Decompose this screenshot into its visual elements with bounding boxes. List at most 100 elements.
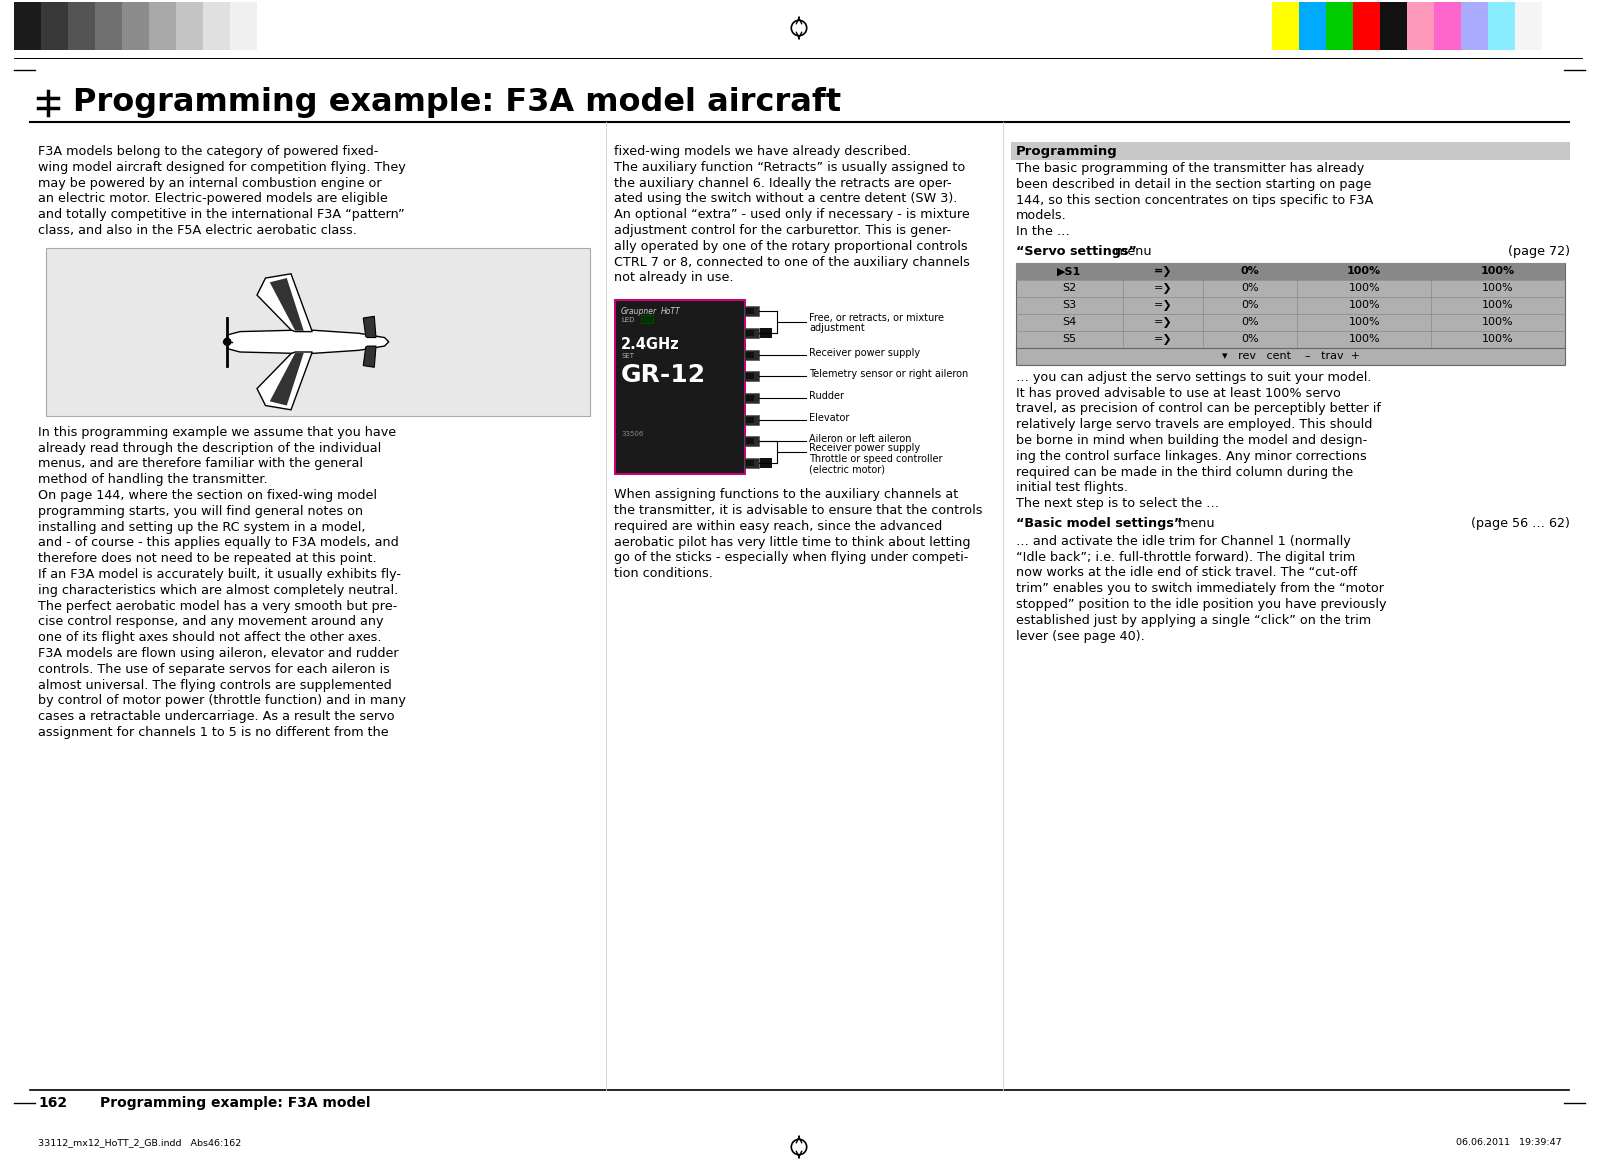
Text: menu: menu [1111,245,1151,258]
Text: “Servo settings”: “Servo settings” [1015,245,1137,258]
Polygon shape [227,329,389,354]
Text: fixed-wing models we have already described.: fixed-wing models we have already descri… [614,145,911,158]
Text: 100%: 100% [1348,284,1380,293]
Text: Receiver power supply: Receiver power supply [809,348,919,357]
Text: F3A models belong to the category of powered fixed-: F3A models belong to the category of pow… [38,145,379,158]
Bar [744,415,760,425]
Text: menu: menu [1174,517,1215,530]
Bar [614,299,747,475]
Text: 0%: 0% [1241,284,1258,293]
Text: been described in detail in the section starting on page: been described in detail in the section … [1015,178,1372,190]
Text: S4: S4 [1062,318,1076,327]
Text: relatively large servo travels are employed. This should: relatively large servo travels are emplo… [1015,418,1372,431]
Polygon shape [363,346,376,367]
Text: 100%: 100% [1482,334,1514,345]
Bar [42,2,69,50]
Text: programming starts, you will find general notes on: programming starts, you will find genera… [38,505,363,517]
Text: CTRL 7 or 8, connected to one of the auxiliary channels: CTRL 7 or 8, connected to one of the aux… [614,256,971,269]
Text: established just by applying a single “click” on the trim: established just by applying a single “c… [1015,614,1370,627]
Text: An optional “extra” - used only if necessary - is mixture: An optional “extra” - used only if neces… [614,208,969,221]
Text: In the …: In the … [1015,225,1070,238]
Text: one of its flight axes should not affect the other axes.: one of its flight axes should not affect… [38,631,382,645]
Text: 100%: 100% [1481,266,1516,277]
Text: The auxiliary function “Retracts” is usually assigned to: The auxiliary function “Retracts” is usu… [614,161,966,174]
Text: 0%: 0% [1241,318,1258,327]
Bar [747,438,755,445]
Text: Aileron or left aileron: Aileron or left aileron [809,434,911,445]
Text: Telemetry sensor or right aileron: Telemetry sensor or right aileron [809,369,969,380]
Text: … and activate the idle trim for Channel 1 (normally: … and activate the idle trim for Channel… [1015,535,1351,548]
Text: GR-12: GR-12 [620,363,707,388]
Text: (page 72): (page 72) [1508,245,1570,258]
Bar [747,417,755,423]
Bar [94,2,122,50]
Bar [760,328,772,338]
Text: SET: SET [620,353,633,360]
Text: the auxiliary channel 6. Ideally the retracts are oper-: the auxiliary channel 6. Ideally the ret… [614,176,951,189]
Text: “Idle back”; i.e. full-throttle forward). The digital trim: “Idle back”; i.e. full-throttle forward)… [1015,550,1356,564]
Bar [46,248,590,416]
Text: S2: S2 [1062,284,1076,293]
Bar [744,328,760,338]
Text: stopped” position to the idle position you have previously: stopped” position to the idle position y… [1015,598,1386,611]
Text: S5: S5 [1062,334,1076,345]
Text: by control of motor power (throttle function) and in many: by control of motor power (throttle func… [38,695,406,708]
Text: required are within easy reach, since the advanced: required are within easy reach, since th… [614,520,942,533]
Bar [230,2,257,50]
Bar [1298,2,1326,50]
Bar [203,2,230,50]
Text: an electric motor. Electric-powered models are eligible: an electric motor. Electric-powered mode… [38,193,387,206]
Text: … you can adjust the servo settings to suit your model.: … you can adjust the servo settings to s… [1015,370,1372,384]
Text: On page 144, where the section on fixed-wing model: On page 144, where the section on fixed-… [38,489,377,502]
Text: When assigning functions to the auxiliary channels at: When assigning functions to the auxiliar… [614,488,958,501]
Bar [1514,2,1541,50]
Text: 100%: 100% [1348,334,1380,345]
Text: 100%: 100% [1482,284,1514,293]
Polygon shape [257,273,312,332]
Text: 100%: 100% [1482,318,1514,327]
Text: 0%: 0% [1241,300,1258,311]
Text: (page 56 … 62): (page 56 … 62) [1471,517,1570,530]
Text: =❯: =❯ [1154,283,1172,294]
Text: HoTT: HoTT [660,307,681,317]
Text: It has proved advisable to use at least 100% servo: It has proved advisable to use at least … [1015,387,1342,399]
Text: 33112_mx12_HoTT_2_GB.indd   Abs46:162: 33112_mx12_HoTT_2_GB.indd Abs46:162 [38,1138,241,1147]
Text: wing model aircraft designed for competition flying. They: wing model aircraft designed for competi… [38,161,406,174]
Text: Throttle or speed controller: Throttle or speed controller [809,454,942,465]
Bar [1461,2,1489,50]
Text: method of handling the transmitter.: method of handling the transmitter. [38,473,267,486]
Text: Receiver power supply: Receiver power supply [809,444,919,453]
Polygon shape [270,278,304,331]
Bar [69,2,94,50]
Bar [1380,2,1407,50]
Bar [744,394,760,403]
Text: =❯: =❯ [1154,317,1172,328]
Text: S3: S3 [1062,300,1076,311]
Circle shape [222,338,232,346]
Text: =❯: =❯ [1154,266,1172,277]
Text: 0%: 0% [1241,334,1258,345]
Bar [747,374,755,380]
Text: ing the control surface linkages. Any minor corrections: ing the control surface linkages. Any mi… [1015,450,1367,463]
Text: 144, so this section concentrates on tips specific to F3A: 144, so this section concentrates on tip… [1015,194,1374,207]
Text: may be powered by an internal combustion engine or: may be powered by an internal combustion… [38,176,382,189]
Text: If an F3A model is accurately built, it usually exhibits fly-: If an F3A model is accurately built, it … [38,568,401,580]
Text: lever (see page 40).: lever (see page 40). [1015,630,1145,642]
Bar [176,2,203,50]
Text: almost universal. The flying controls are supplemented: almost universal. The flying controls ar… [38,679,392,691]
Text: aerobatic pilot has very little time to think about letting: aerobatic pilot has very little time to … [614,536,971,549]
Text: controls. The use of separate servos for each aileron is: controls. The use of separate servos for… [38,662,390,676]
Text: installing and setting up the RC system in a model,: installing and setting up the RC system … [38,521,366,534]
Bar [747,395,755,401]
Bar [122,2,149,50]
Text: tion conditions.: tion conditions. [614,568,713,580]
Text: not already in use.: not already in use. [614,271,734,284]
Text: Programming example: F3A model aircraft: Programming example: F3A model aircraft [74,88,841,118]
Text: cise control response, and any movement around any: cise control response, and any movement … [38,616,384,628]
Text: and totally competitive in the international F3A “pattern”: and totally competitive in the internati… [38,208,405,221]
Text: Programming example: F3A model: Programming example: F3A model [101,1096,371,1110]
Text: In this programming example we assume that you have: In this programming example we assume th… [38,426,397,439]
Bar [1489,2,1514,50]
Bar [1407,2,1434,50]
Text: “Basic model settings”: “Basic model settings” [1015,517,1182,530]
